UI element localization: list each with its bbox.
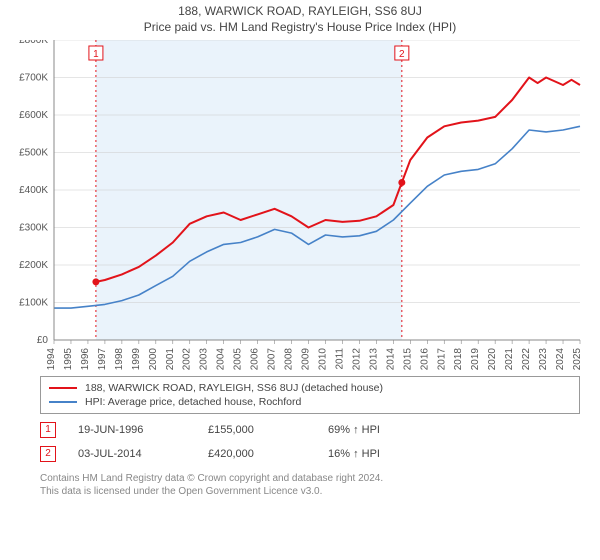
svg-text:2012: 2012: [351, 348, 362, 370]
transaction-date: 03-JUL-2014: [78, 448, 208, 460]
svg-text:2023: 2023: [538, 348, 549, 370]
svg-text:2006: 2006: [250, 348, 261, 370]
transaction-diff: 16% ↑ HPI: [328, 448, 448, 460]
svg-text:£800K: £800K: [19, 40, 48, 46]
svg-text:2004: 2004: [216, 348, 227, 370]
transactions-table: 1 19-JUN-1996 £155,000 69% ↑ HPI 2 03-JU…: [40, 418, 580, 466]
chart-subtitle: Price paid vs. HM Land Registry's House …: [0, 18, 600, 40]
footer-line: Contains HM Land Registry data © Crown c…: [40, 472, 580, 485]
svg-text:2007: 2007: [267, 348, 278, 370]
chart-title: 188, WARWICK ROAD, RAYLEIGH, SS6 8UJ: [0, 0, 600, 18]
svg-text:2014: 2014: [385, 348, 396, 370]
transaction-row: 1 19-JUN-1996 £155,000 69% ↑ HPI: [40, 418, 580, 442]
svg-text:2008: 2008: [284, 348, 295, 370]
svg-text:1995: 1995: [63, 348, 74, 370]
svg-text:2003: 2003: [199, 348, 210, 370]
chart-svg: £0 £100K £200K £300K £400K £500K £600K £700K £80…: [10, 40, 590, 370]
svg-text:£700K: £700K: [19, 73, 48, 84]
svg-text:£200K: £200K: [19, 260, 48, 271]
footer-attribution: Contains HM Land Registry data © Crown c…: [40, 472, 580, 498]
chart-container: 188, WARWICK ROAD, RAYLEIGH, SS6 8UJ Pri…: [0, 0, 600, 560]
svg-text:£500K: £500K: [19, 148, 48, 159]
svg-text:2025: 2025: [572, 348, 583, 370]
transaction-diff: 69% ↑ HPI: [328, 424, 448, 436]
svg-text:£400K: £400K: [19, 185, 48, 196]
svg-text:2010: 2010: [317, 348, 328, 370]
svg-text:1996: 1996: [80, 348, 91, 370]
svg-text:1994: 1994: [46, 348, 57, 370]
svg-text:2009: 2009: [301, 348, 312, 370]
legend-swatch: [49, 401, 77, 403]
svg-text:£100K: £100K: [19, 298, 48, 309]
svg-text:1999: 1999: [131, 348, 142, 370]
legend-label: 188, WARWICK ROAD, RAYLEIGH, SS6 8UJ (de…: [85, 382, 383, 394]
transaction-price: £420,000: [208, 448, 328, 460]
svg-text:2011: 2011: [334, 348, 345, 370]
svg-text:£0: £0: [37, 335, 49, 346]
svg-text:2000: 2000: [148, 348, 159, 370]
chart-plot-area: £0 £100K £200K £300K £400K £500K £600K £700K £80…: [10, 40, 590, 370]
svg-text:2015: 2015: [402, 348, 413, 370]
svg-text:2: 2: [399, 49, 405, 60]
legend-box: 188, WARWICK ROAD, RAYLEIGH, SS6 8UJ (de…: [40, 376, 580, 414]
transaction-price: £155,000: [208, 424, 328, 436]
legend-swatch: [49, 387, 77, 389]
svg-text:2021: 2021: [504, 348, 515, 370]
svg-text:2018: 2018: [453, 348, 464, 370]
transaction-row: 2 03-JUL-2014 £420,000 16% ↑ HPI: [40, 442, 580, 466]
transaction-marker: 1: [40, 422, 56, 438]
svg-text:2020: 2020: [487, 348, 498, 370]
svg-text:2013: 2013: [368, 348, 379, 370]
legend-label: HPI: Average price, detached house, Roch…: [85, 396, 301, 408]
svg-text:2022: 2022: [521, 348, 532, 370]
svg-text:2016: 2016: [419, 348, 430, 370]
legend-item: 188, WARWICK ROAD, RAYLEIGH, SS6 8UJ (de…: [49, 381, 571, 395]
svg-text:2017: 2017: [436, 348, 447, 370]
svg-text:£600K: £600K: [19, 110, 48, 121]
svg-text:1997: 1997: [97, 348, 108, 370]
svg-text:2024: 2024: [555, 348, 566, 370]
transaction-date: 19-JUN-1996: [78, 424, 208, 436]
transaction-marker: 2: [40, 446, 56, 462]
footer-line: This data is licensed under the Open Gov…: [40, 485, 580, 498]
legend-item: HPI: Average price, detached house, Roch…: [49, 395, 571, 409]
svg-text:2005: 2005: [233, 348, 244, 370]
svg-text:£300K: £300K: [19, 223, 48, 234]
svg-text:2019: 2019: [470, 348, 481, 370]
svg-text:2001: 2001: [165, 348, 176, 370]
svg-text:2002: 2002: [182, 348, 193, 370]
svg-text:1998: 1998: [114, 348, 125, 370]
svg-text:1: 1: [93, 49, 99, 60]
